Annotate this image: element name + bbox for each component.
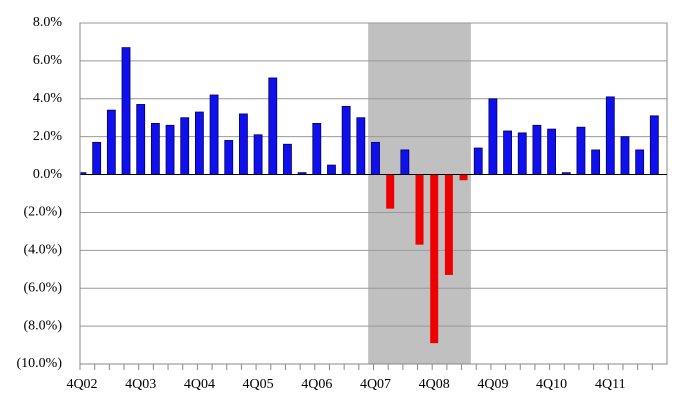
y-tick-label: 2.0%: [33, 129, 63, 144]
y-tick-label: (2.0%): [24, 205, 63, 220]
x-tick-label: 4Q08: [419, 377, 450, 392]
bar: [224, 140, 234, 175]
bar: [635, 149, 645, 175]
x-tick-label: 4Q03: [125, 377, 156, 392]
bar: [327, 164, 336, 175]
y-tick-label: (4.0%): [24, 243, 63, 258]
x-tick-label: 4Q09: [477, 377, 508, 392]
x-tick-label: 4Q11: [595, 377, 626, 392]
y-tick-label: (10.0%): [17, 356, 63, 371]
x-tick-label: 4Q06: [301, 377, 332, 392]
x-tick-label: 4Q02: [66, 377, 97, 392]
bar: [150, 123, 160, 175]
bar: [180, 117, 190, 175]
bar: [136, 104, 146, 175]
bar: [268, 77, 278, 175]
bar: [591, 149, 601, 175]
bar: [341, 105, 351, 175]
y-tick-label: 6.0%: [33, 53, 63, 68]
y-tick-label: 4.0%: [33, 91, 63, 106]
bar: [121, 47, 131, 175]
bar: [605, 96, 615, 175]
bar: [488, 98, 498, 175]
x-tick-label: 4Q10: [536, 377, 567, 392]
bar: [517, 132, 527, 175]
x-tick-label: 4Q07: [360, 377, 391, 392]
bar: [503, 130, 512, 175]
bar: [400, 149, 410, 175]
bar: [532, 124, 542, 175]
bar: [371, 141, 380, 175]
bar: [649, 115, 659, 175]
bar: [253, 134, 263, 175]
bar: [312, 123, 322, 175]
bar: [430, 174, 439, 344]
y-tick-label: 8.0%: [33, 15, 63, 30]
bar: [356, 117, 366, 175]
y-tick-label: 0.0%: [33, 167, 63, 182]
bar: [209, 94, 219, 175]
bar: [473, 147, 483, 175]
bar: [106, 109, 116, 175]
bar: [444, 174, 453, 275]
bar: [92, 141, 102, 175]
y-tick-label: (8.0%): [24, 318, 63, 333]
bar: [283, 143, 292, 175]
bar: [386, 174, 395, 209]
x-tick-label: 4Q04: [184, 377, 215, 392]
bar: [415, 174, 424, 245]
bar: [459, 174, 468, 181]
bar: [239, 113, 248, 175]
bar: [576, 126, 586, 175]
x-tick-label: 4Q05: [243, 377, 274, 392]
bar: [547, 128, 556, 175]
bar: [194, 111, 204, 175]
y-tick-label: (6.0%): [24, 280, 63, 295]
bar: [620, 136, 630, 175]
bar: [165, 124, 175, 175]
